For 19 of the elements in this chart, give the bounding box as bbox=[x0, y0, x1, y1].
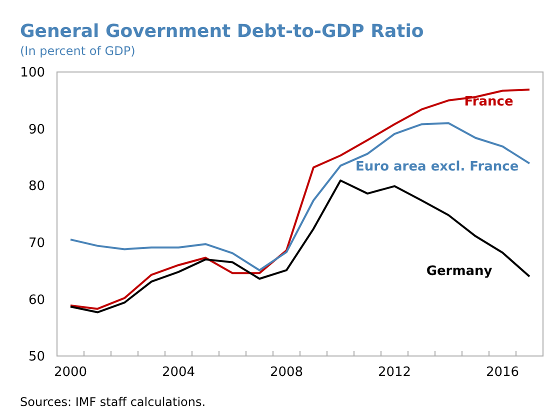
series-label: Germany bbox=[426, 264, 493, 280]
chart-title: General Government Debt-to-GDP Ratio bbox=[20, 21, 424, 42]
series-label: France bbox=[464, 94, 514, 110]
x-tick-label: 2000 bbox=[54, 365, 88, 380]
series-label: Euro area excl. France bbox=[356, 159, 519, 174]
x-tick-label: 2012 bbox=[378, 365, 412, 380]
source-note: Sources: IMF staff calculations. bbox=[20, 395, 206, 409]
x-tick-label: 2016 bbox=[486, 365, 520, 380]
y-tick-label: 80 bbox=[28, 179, 45, 194]
x-tick-label: 2008 bbox=[270, 365, 304, 380]
line-series bbox=[70, 179, 530, 314]
y-tick-label: 90 bbox=[28, 122, 45, 138]
chart-subtitle: (In percent of GDP) bbox=[20, 44, 136, 58]
y-tick-label: 60 bbox=[28, 292, 45, 308]
y-tick-label: 70 bbox=[28, 236, 45, 251]
y-tick-label: 50 bbox=[28, 350, 45, 365]
x-tick-label: 2004 bbox=[162, 365, 196, 380]
line-series bbox=[70, 88, 530, 310]
y-tick-label: 100 bbox=[20, 66, 45, 81]
